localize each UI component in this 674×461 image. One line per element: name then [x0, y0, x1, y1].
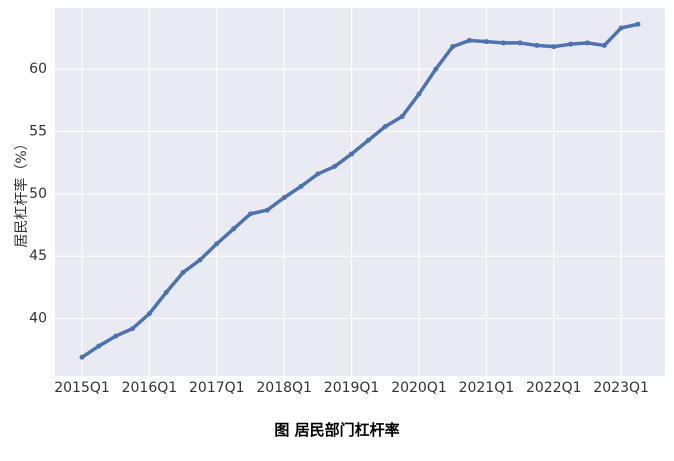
point: [584, 40, 590, 46]
plot-area: [55, 8, 665, 376]
y-axis-label: 居民杠杆率（%）: [13, 136, 30, 247]
point: [180, 269, 186, 275]
point: [298, 183, 304, 189]
point: [264, 207, 270, 213]
point: [231, 226, 237, 232]
y-tick-label: 60: [29, 61, 47, 77]
point: [399, 114, 405, 120]
x-tick-label: 2023Q1: [593, 380, 649, 396]
point: [247, 211, 253, 217]
line: [81, 22, 639, 359]
x-tick-label: 2017Q1: [189, 380, 245, 396]
point: [197, 257, 203, 263]
point: [517, 40, 523, 46]
point: [635, 21, 641, 27]
point: [433, 66, 439, 72]
point: [214, 241, 220, 247]
point: [146, 311, 152, 317]
point: [349, 151, 355, 157]
y-tick-label: 50: [29, 186, 47, 202]
x-tick-label: 2019Q1: [324, 380, 380, 396]
point: [450, 44, 456, 50]
x-tick-label: 2018Q1: [256, 380, 312, 396]
point: [618, 25, 624, 31]
point: [568, 41, 574, 47]
point: [483, 39, 489, 45]
y-tick-label: 55: [29, 123, 47, 139]
x-tick-label: 2016Q1: [122, 380, 178, 396]
point: [534, 42, 540, 48]
point: [163, 289, 169, 295]
point: [416, 91, 422, 97]
point: [315, 171, 321, 177]
point: [382, 124, 388, 130]
point: [113, 333, 119, 339]
x-tick-label: 2020Q1: [391, 380, 447, 396]
point: [130, 326, 136, 332]
point: [601, 42, 607, 48]
point: [365, 137, 371, 143]
x-tick-label: 2021Q1: [459, 380, 515, 396]
point: [281, 195, 287, 201]
x-tick-label: 2015Q1: [54, 380, 110, 396]
point: [96, 343, 102, 349]
point: [332, 163, 338, 169]
x-tick-label: 2022Q1: [526, 380, 582, 396]
y-tick-label: 40: [29, 311, 47, 327]
point: [467, 37, 473, 43]
caption: 图 居民部门杠杆率: [274, 421, 399, 439]
y-tick-label: 45: [29, 248, 47, 264]
point: [551, 44, 557, 50]
point: [500, 40, 506, 46]
point: [79, 354, 85, 360]
